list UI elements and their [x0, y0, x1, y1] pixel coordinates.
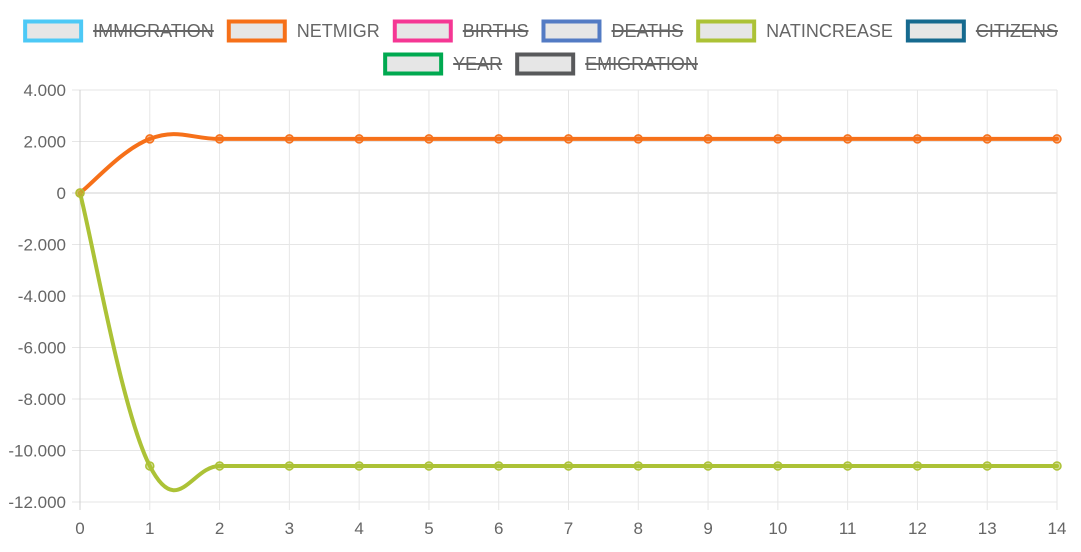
legend-swatch: [23, 19, 84, 43]
y-tick-label: 4.000: [23, 81, 66, 100]
data-point-natincrease[interactable]: [1052, 461, 1062, 471]
legend-swatch: [696, 19, 757, 43]
x-tick-label: 7: [564, 519, 573, 538]
data-point-netmigr[interactable]: [912, 134, 923, 144]
data-point-netmigr[interactable]: [493, 134, 504, 144]
data-point-natincrease[interactable]: [912, 461, 923, 471]
legend-swatch: [383, 52, 444, 76]
x-tick-label: 6: [494, 519, 503, 538]
y-tick-label: -12.000: [8, 493, 66, 512]
data-point-natincrease[interactable]: [75, 188, 85, 198]
legend-swatch: [515, 52, 576, 76]
x-tick-label: 9: [703, 519, 712, 538]
data-point-natincrease[interactable]: [773, 461, 783, 471]
x-tick-label: 1: [145, 519, 154, 538]
grid: [72, 89, 1058, 510]
data-point-netmigr[interactable]: [424, 134, 434, 144]
data-point-netmigr[interactable]: [842, 134, 853, 144]
y-tick-label: -6.000: [18, 339, 66, 358]
y-tick-label: 0: [57, 184, 66, 203]
y-tick-label: -2.000: [18, 236, 66, 255]
legend-label: NATINCREASE: [766, 21, 893, 41]
x-tick-label: 12: [908, 519, 927, 538]
legend-swatch: [541, 19, 602, 43]
data-point-natincrease[interactable]: [703, 461, 713, 471]
x-tick-label: 5: [424, 519, 433, 538]
x-tick-label: 4: [354, 519, 363, 538]
x-tick-label: 10: [768, 519, 787, 538]
legend-label: NETMIGR: [297, 21, 380, 41]
legend-item-year[interactable]: YEAR: [383, 52, 503, 76]
data-point-natincrease[interactable]: [284, 461, 295, 471]
series-line-natincrease: [78, 191, 1059, 493]
legend-item-emigration[interactable]: EMIGRATION: [515, 52, 698, 76]
legend-item-natincrease[interactable]: NATINCREASE: [696, 19, 893, 43]
data-point-netmigr[interactable]: [214, 134, 225, 144]
x-tick-label: 2: [215, 519, 224, 538]
data-point-netmigr[interactable]: [354, 134, 364, 144]
data-point-netmigr[interactable]: [773, 134, 783, 144]
legend-item-births[interactable]: BIRTHS: [392, 19, 529, 43]
data-point-natincrease[interactable]: [633, 461, 644, 471]
legend-swatch: [226, 19, 287, 43]
legend-item-netmigr[interactable]: NETMIGR: [226, 19, 380, 43]
data-point-natincrease[interactable]: [982, 461, 992, 471]
data-point-netmigr[interactable]: [145, 134, 155, 144]
y-tick-label: 2.000: [23, 133, 66, 152]
data-point-netmigr[interactable]: [703, 134, 713, 144]
data-point-natincrease[interactable]: [563, 461, 574, 471]
data-point-netmigr[interactable]: [982, 134, 992, 144]
y-tick-label: -10.000: [8, 442, 66, 461]
data-point-netmigr[interactable]: [1052, 134, 1062, 144]
legend-item-immigration[interactable]: IMMIGRATION: [23, 19, 214, 43]
x-tick-label: 8: [634, 519, 643, 538]
x-tick-label: 14: [1048, 519, 1067, 538]
legend-item-deaths[interactable]: DEATHS: [541, 19, 684, 43]
data-point-netmigr[interactable]: [563, 134, 574, 144]
data-point-natincrease[interactable]: [424, 461, 434, 471]
axes: 4.000 2.000 0 -2.000 -4.000 -6.000 -8.000 -10.0…: [8, 81, 1066, 538]
series-points: [75, 134, 1062, 471]
x-tick-label: 3: [285, 519, 294, 538]
data-point-natincrease[interactable]: [145, 461, 155, 471]
data-point-natincrease[interactable]: [842, 461, 853, 471]
legend-swatch: [392, 19, 453, 43]
legend-item-citizens[interactable]: CITIZENS: [905, 19, 1058, 43]
y-tick-label: -4.000: [18, 287, 66, 306]
legend: IMMIGRATION NETMIGR BIRTHS DEATHS NATINCREAS…: [23, 19, 1058, 76]
data-point-natincrease[interactable]: [214, 461, 225, 471]
x-tick-label: 11: [839, 519, 857, 538]
data-point-natincrease[interactable]: [354, 461, 364, 471]
data-point-netmigr[interactable]: [633, 134, 644, 144]
y-tick-label: -8.000: [18, 390, 66, 409]
data-point-netmigr[interactable]: [284, 134, 295, 144]
x-tick-label: 13: [978, 519, 997, 538]
data-point-natincrease[interactable]: [493, 461, 504, 471]
x-tick-label: 0: [75, 519, 84, 538]
legend-swatch: [905, 19, 966, 43]
